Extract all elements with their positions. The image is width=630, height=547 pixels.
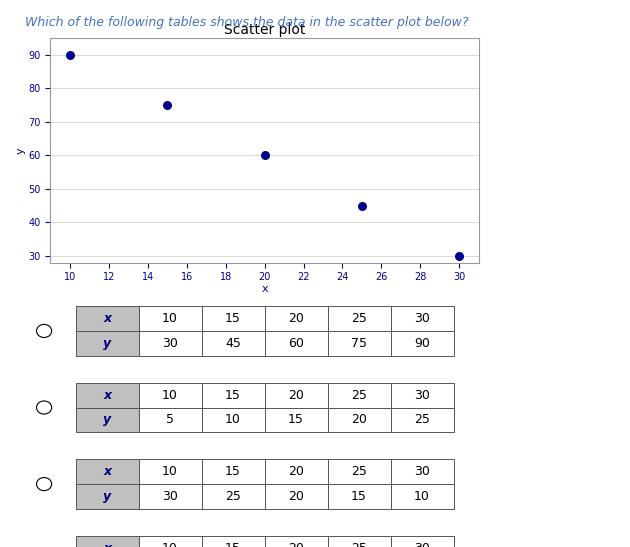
Text: 25: 25: [351, 465, 367, 478]
Text: x: x: [103, 542, 111, 547]
Text: 15: 15: [288, 414, 304, 426]
Point: [162, 101, 172, 109]
Text: 45: 45: [225, 337, 241, 350]
Text: 60: 60: [288, 337, 304, 350]
Text: 25: 25: [351, 542, 367, 547]
Text: 5: 5: [166, 414, 174, 426]
Text: 30: 30: [414, 312, 430, 325]
Point: [454, 252, 464, 260]
Text: 20: 20: [288, 312, 304, 325]
Y-axis label: y: y: [16, 147, 26, 154]
Text: 20: 20: [288, 490, 304, 503]
Text: 15: 15: [351, 490, 367, 503]
Text: y: y: [103, 490, 111, 503]
Text: 25: 25: [225, 490, 241, 503]
Text: y: y: [103, 337, 111, 350]
Text: 75: 75: [351, 337, 367, 350]
Text: 30: 30: [162, 490, 178, 503]
Text: 25: 25: [351, 312, 367, 325]
Text: 20: 20: [288, 542, 304, 547]
Text: 20: 20: [288, 389, 304, 401]
Text: 10: 10: [414, 490, 430, 503]
Text: 30: 30: [162, 337, 178, 350]
Text: 10: 10: [162, 312, 178, 325]
Text: 15: 15: [225, 389, 241, 401]
Point: [260, 151, 270, 160]
Text: x: x: [103, 389, 111, 401]
Text: 15: 15: [225, 312, 241, 325]
Text: 90: 90: [414, 337, 430, 350]
Text: 10: 10: [162, 542, 178, 547]
Point: [65, 51, 75, 60]
Title: Scatter plot: Scatter plot: [224, 23, 306, 37]
Text: 30: 30: [414, 389, 430, 401]
Text: 25: 25: [414, 414, 430, 426]
Text: 20: 20: [351, 414, 367, 426]
Text: 15: 15: [225, 542, 241, 547]
Text: 30: 30: [414, 465, 430, 478]
Text: 30: 30: [414, 542, 430, 547]
Text: 10: 10: [162, 465, 178, 478]
Text: 25: 25: [351, 389, 367, 401]
Text: y: y: [103, 414, 111, 426]
Text: x: x: [103, 312, 111, 325]
Text: x: x: [103, 465, 111, 478]
Text: 10: 10: [225, 414, 241, 426]
Text: 20: 20: [288, 465, 304, 478]
Point: [357, 201, 367, 210]
Text: 10: 10: [162, 389, 178, 401]
Text: 15: 15: [225, 465, 241, 478]
Text: Which of the following tables shows the data in the scatter plot below?: Which of the following tables shows the …: [25, 16, 469, 30]
X-axis label: x: x: [261, 284, 268, 294]
